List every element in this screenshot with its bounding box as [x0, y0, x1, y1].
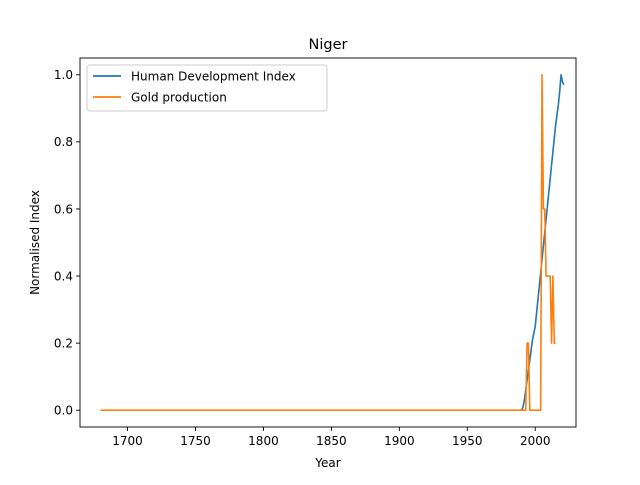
x-tick-label: 1800: [248, 434, 279, 448]
y-tick-label: 0.2: [54, 336, 73, 350]
y-tick-label: 1.0: [54, 68, 73, 82]
legend: Human Development Index Gold production: [86, 64, 328, 112]
y-tick-label: 0.6: [54, 202, 73, 216]
x-axis-ticks: 1700 1750 1800 1850 1900 1950 2000: [112, 427, 551, 448]
x-tick-label: 1950: [452, 434, 483, 448]
y-tick-label: 0.4: [54, 269, 73, 283]
x-tick-label: 1900: [384, 434, 415, 448]
y-tick-label: 0.8: [54, 135, 73, 149]
x-axis-label: Year: [314, 456, 340, 470]
x-tick-label: 1700: [112, 434, 143, 448]
series-layer: [100, 73, 565, 412]
y-axis-label: Normalised Index: [28, 190, 42, 295]
x-tick-label: 2000: [520, 434, 551, 448]
y-tick-label: 0.0: [54, 404, 73, 418]
legend-label-hdi: Human Development Index: [131, 70, 296, 84]
x-tick-label: 1750: [180, 434, 211, 448]
chart-title: Niger: [309, 37, 348, 53]
legend-label-gold: Gold production: [131, 91, 227, 105]
legend-box: [86, 64, 328, 112]
series-line-gold: [100, 73, 556, 412]
plot-frame: [79, 57, 577, 428]
x-tick-label: 1850: [316, 434, 347, 448]
y-axis-ticks: 0.0 0.2 0.4 0.6 0.8 1.0: [54, 68, 80, 418]
